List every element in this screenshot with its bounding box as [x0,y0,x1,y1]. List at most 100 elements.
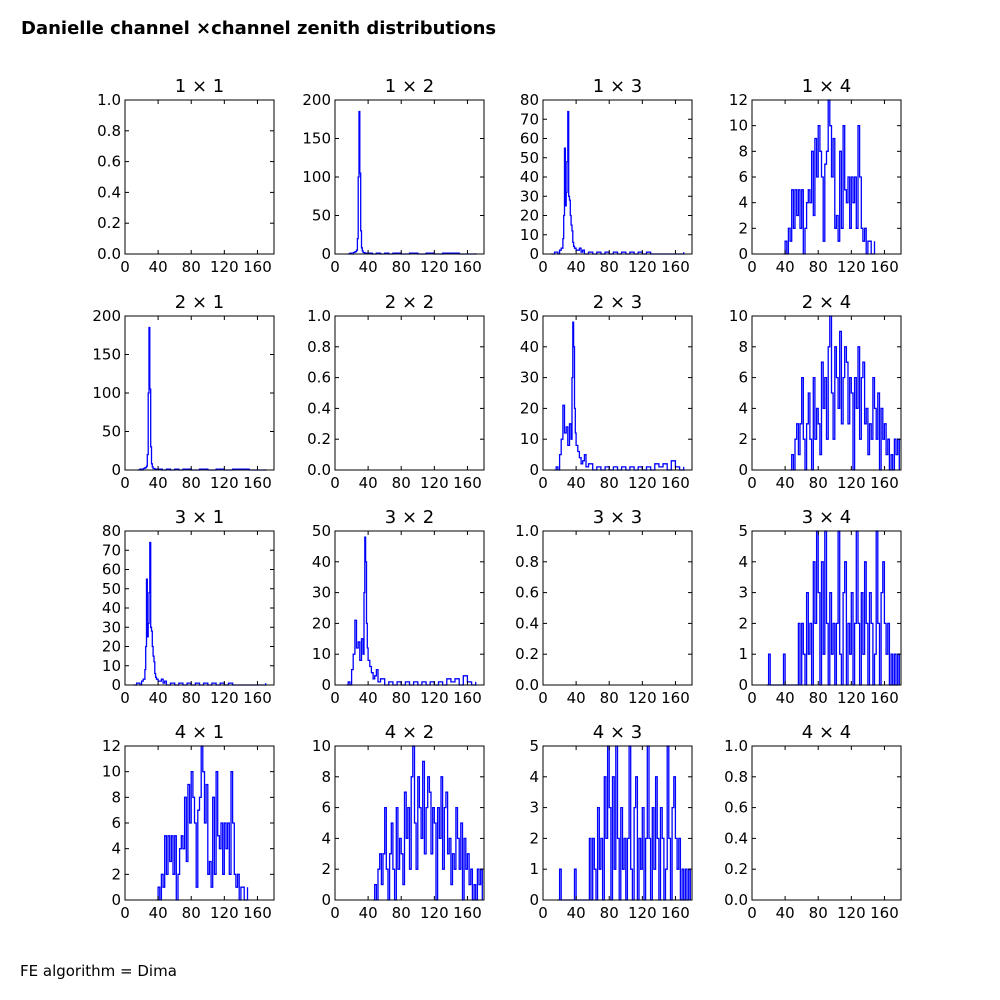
x-tick-label: 120 [628,474,657,492]
y-tick-label: 0.2 [724,860,748,878]
axes-frame [542,315,693,471]
x-tick-label: 40 [359,689,378,707]
x-tick-label: 40 [149,904,168,922]
panel-1-4: 1 × 4 0 40 80 120 160 0 2 4 6 8 10 12 [729,76,902,276]
x-tick-label: 80 [392,689,411,707]
y-tick-label: 0.8 [307,338,331,356]
y-tick-label: 12 [729,91,748,109]
y-tick-label: 0 [321,891,331,909]
x-tick-label: 0 [538,474,548,492]
y-tick-label: 30 [102,618,121,636]
y-tick-label: 3 [738,584,748,602]
x-tick-label: 80 [600,689,619,707]
x-tick-label: 160 [661,689,690,707]
y-tick-label: 1 [529,860,539,878]
x-tick-label: 160 [243,689,272,707]
y-tick-label: 2 [111,865,121,883]
x-tick-label: 0 [120,689,130,707]
y-tick-label: 0 [529,891,539,909]
panel-title: 4 × 4 [802,722,851,743]
x-tick-label: 160 [243,474,272,492]
y-tick-label: 50 [520,307,539,325]
y-tick-label: 10 [312,645,331,663]
x-tick-label: 0 [538,904,548,922]
x-tick-label: 40 [359,258,378,276]
x-tick-label: 160 [870,904,899,922]
axes-frame [334,530,485,686]
x-tick-label: 0 [538,689,548,707]
x-tick-label: 80 [182,689,201,707]
histogram-series-1 [156,745,249,901]
panel-2-3: 2 × 3 0 40 80 120 160 0 10 20 30 40 50 [520,292,693,492]
x-tick-label: 40 [776,689,795,707]
y-tick-label: 0 [529,461,539,479]
y-tick-label: 20 [520,207,539,225]
axes-frame [751,745,902,901]
histogram-series-1 [137,326,267,471]
x-tick-label: 40 [149,258,168,276]
x-tick-label: 0 [747,258,757,276]
y-tick-label: 40 [312,553,331,571]
x-tick-label: 120 [837,258,866,276]
histogram-series-1 [554,321,685,471]
y-tick-label: 0.2 [307,430,331,448]
panel-title: 1 × 4 [802,76,851,97]
axes-frame [124,99,275,255]
x-tick-label: 160 [870,474,899,492]
y-tick-label: 1.0 [724,737,748,755]
y-tick-label: 1.0 [515,522,539,540]
x-tick-label: 160 [453,689,482,707]
y-tick-label: 0.6 [724,799,748,817]
y-tick-label: 2 [321,860,331,878]
x-tick-label: 0 [120,904,130,922]
panel-title: 4 × 2 [385,722,434,743]
panel-title: 3 × 3 [593,507,642,528]
axes-frame [124,745,275,901]
y-tick-label: 6 [321,799,331,817]
axes-frame [542,745,693,901]
y-tick-label: 150 [302,130,331,148]
y-tick-label: 4 [738,194,748,212]
panel-title: 1 × 1 [175,76,224,97]
y-tick-label: 0.4 [515,614,539,632]
x-tick-label: 80 [600,904,619,922]
y-tick-label: 0.8 [97,122,121,140]
y-tick-label: 12 [102,737,121,755]
y-tick-label: 40 [520,338,539,356]
y-tick-label: 20 [102,638,121,656]
histogram-series-1 [551,110,685,255]
y-tick-label: 10 [312,737,331,755]
y-tick-label: 2 [738,219,748,237]
x-tick-label: 120 [628,258,657,276]
y-tick-label: 0.6 [97,153,121,171]
x-tick-label: 40 [776,474,795,492]
x-tick-label: 80 [182,904,201,922]
y-tick-label: 6 [738,369,748,387]
y-tick-label: 5 [529,737,539,755]
y-tick-label: 0.0 [515,676,539,694]
panel-title: 2 × 4 [802,292,851,313]
y-tick-label: 6 [111,814,121,832]
histogram-series-1 [557,745,691,901]
y-tick-label: 0.0 [307,461,331,479]
y-tick-label: 0 [321,245,331,263]
x-tick-label: 120 [420,474,449,492]
y-tick-label: 60 [102,561,121,579]
y-tick-label: 10 [729,117,748,135]
y-tick-label: 150 [92,346,121,364]
x-tick-label: 80 [392,258,411,276]
panel-4-3: 4 × 3 0 40 80 120 160 0 1 2 3 4 5 [529,722,693,922]
x-tick-label: 0 [330,258,340,276]
y-tick-label: 80 [102,522,121,540]
panel-title: 4 × 1 [175,722,224,743]
x-tick-label: 120 [210,904,239,922]
histogram-series-1 [373,745,483,901]
axes-frame [124,315,275,471]
x-tick-label: 0 [747,689,757,707]
y-tick-label: 8 [321,768,331,786]
y-tick-label: 80 [520,91,539,109]
x-tick-label: 120 [628,689,657,707]
x-tick-label: 120 [628,904,657,922]
x-tick-label: 80 [182,258,201,276]
